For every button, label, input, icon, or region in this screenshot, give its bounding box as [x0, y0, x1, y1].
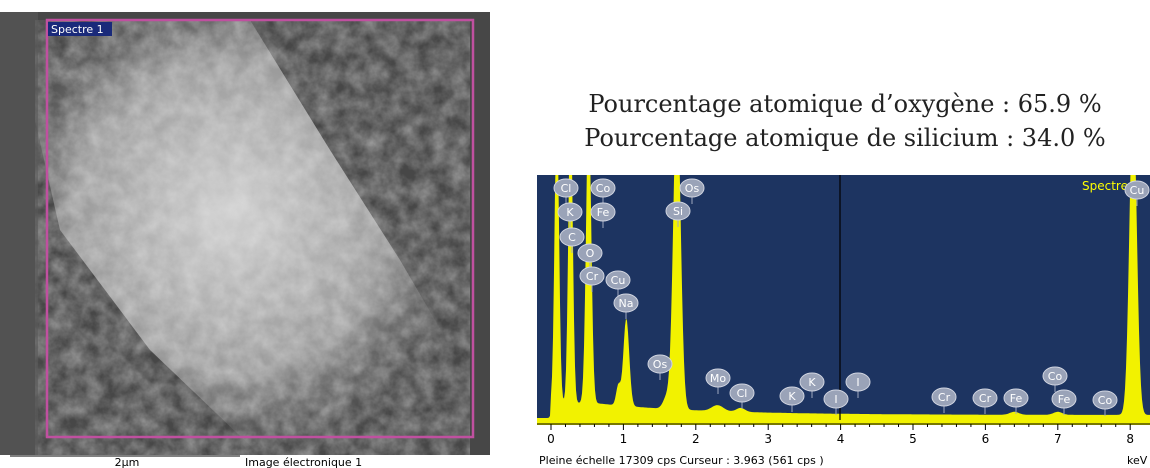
- peak-bubble: [665, 201, 691, 221]
- peak-label: I: [856, 376, 859, 389]
- peak-label: Co: [596, 182, 611, 195]
- peak-bubble: [729, 383, 755, 403]
- x-tick-label: 0: [547, 432, 555, 446]
- peak-bubble: [590, 202, 616, 222]
- peak-label: Cu: [1130, 184, 1145, 197]
- peak-bubble: [647, 354, 673, 374]
- peak-bubble: [613, 293, 639, 313]
- peak-label: Cl: [737, 387, 748, 400]
- peak-bubble: [1092, 390, 1118, 410]
- peak-label: Si: [673, 205, 683, 218]
- peak-label: K: [566, 206, 574, 219]
- peak-label: Os: [685, 182, 700, 195]
- peak-bubble: [1124, 180, 1150, 200]
- peak-label: Fe: [597, 206, 610, 219]
- region-tag: [48, 22, 112, 36]
- peak-bubble: [823, 389, 849, 409]
- scale-label: 2µm: [115, 456, 140, 468]
- peak-bubble: [679, 178, 705, 198]
- x-tick-label: 2: [692, 432, 700, 446]
- unit-label: keV: [1127, 454, 1148, 467]
- peak-label: Mo: [710, 372, 726, 385]
- status-text: Pleine échelle 17309 cps Curseur : 3.963…: [539, 454, 824, 467]
- x-tick-label: 8: [1126, 432, 1134, 446]
- peak-label: K: [788, 390, 796, 403]
- peak-label: C: [568, 231, 576, 244]
- peak-bubble: [845, 372, 871, 392]
- peak-label: Na: [619, 297, 634, 310]
- peak-label: Cu: [611, 274, 626, 287]
- peak-bubble: [590, 178, 616, 198]
- peak-label: Cr: [586, 270, 599, 283]
- x-tick-label: 6: [982, 432, 990, 446]
- peak-label: Cl: [561, 182, 572, 195]
- peak-label: Cr: [938, 391, 951, 404]
- peak-bubble: [1042, 366, 1068, 386]
- x-tick-label: 7: [1054, 432, 1062, 446]
- image-caption: Image électronique 1: [245, 456, 362, 468]
- peak-bubble: [553, 178, 579, 198]
- peak-label: Cr: [979, 392, 992, 405]
- x-tick-label: 5: [909, 432, 917, 446]
- sem-image: [0, 12, 490, 455]
- peak-label: Os: [653, 358, 668, 371]
- peak-bubble: [577, 243, 603, 263]
- x-tick-label: 3: [764, 432, 772, 446]
- peak-bubble: [705, 368, 731, 388]
- peak-bubble: [779, 386, 805, 406]
- peak-bubble: [605, 270, 631, 290]
- region-label: Spectre 1: [51, 23, 104, 36]
- silicon-result: Pourcentage atomique de silicium : 34.0 …: [584, 124, 1105, 152]
- peak-bubble: [559, 227, 585, 247]
- peak-bubble: [799, 372, 825, 392]
- peak-bubble: [1003, 388, 1029, 408]
- selection-box: [45, 18, 475, 439]
- peak-label: Fe: [1058, 393, 1071, 406]
- peak-label: I: [834, 393, 837, 406]
- oxygen-result: Pourcentage atomique d’oxygène : 65.9 %: [588, 90, 1101, 118]
- peak-label: K: [808, 376, 816, 389]
- peak-label: Co: [1048, 370, 1063, 383]
- peak-bubble: [1051, 389, 1077, 409]
- peak-label: Co: [1098, 394, 1113, 407]
- peak-label: Fe: [1010, 392, 1023, 405]
- x-tick-label: 4: [837, 432, 845, 446]
- peak-bubble: [931, 387, 957, 407]
- x-tick-label: 1: [620, 432, 628, 446]
- peak-label: O: [586, 247, 595, 260]
- peak-bubble: [579, 266, 605, 286]
- peak-bubble: [972, 388, 998, 408]
- peak-bubble: [557, 202, 583, 222]
